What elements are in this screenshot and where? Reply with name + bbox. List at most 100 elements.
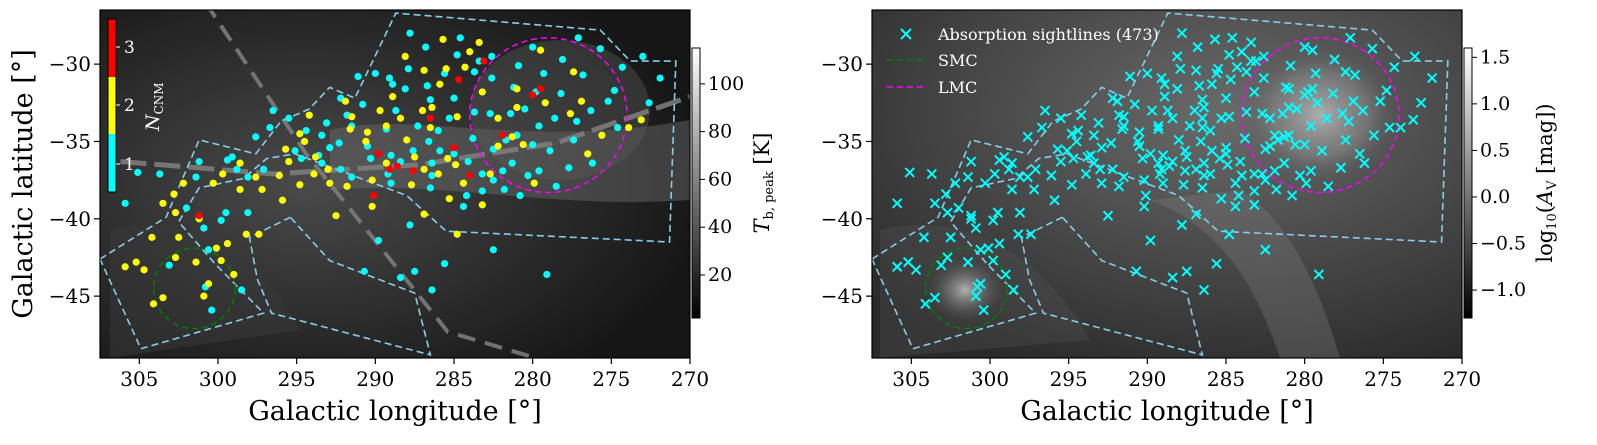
left-x-tick-label: 280 bbox=[514, 367, 552, 391]
sightline-marker-n-cnm-2 bbox=[442, 65, 450, 73]
absorption-sightline-x-marker bbox=[983, 242, 994, 254]
sightline-marker-n-cnm-3 bbox=[450, 144, 458, 152]
absorption-sightline-x-marker bbox=[1022, 171, 1033, 183]
sightline-marker-n-cnm-3 bbox=[426, 114, 434, 122]
sightline-marker-n-cnm-1 bbox=[426, 184, 434, 192]
right-y-ticks: −30 −35 −40 −45 bbox=[821, 52, 872, 308]
absorption-sightline-x-marker bbox=[1072, 125, 1084, 136]
absorption-sightline-x-marker bbox=[910, 264, 922, 276]
sightline-marker-n-cnm-1 bbox=[360, 267, 368, 275]
sightline-marker-n-cnm-1 bbox=[469, 134, 477, 142]
absorption-sightline-x-marker bbox=[1030, 164, 1041, 175]
absorption-sightline-x-marker bbox=[1249, 168, 1260, 180]
left-colorbar-tick-label: 60 bbox=[708, 168, 732, 190]
sightline-marker-n-cnm-1 bbox=[401, 85, 409, 93]
sightline-marker-n-cnm-1 bbox=[604, 97, 612, 105]
absorption-sightline-x-marker bbox=[1260, 174, 1271, 186]
absorption-sightline-x-marker bbox=[1323, 181, 1334, 192]
sightline-marker-n-cnm-1 bbox=[428, 159, 436, 167]
absorption-sightline-x-marker bbox=[1159, 79, 1170, 90]
sightline-marker-n-cnm-1 bbox=[610, 86, 619, 95]
left-colorbar-tick-label: 40 bbox=[708, 216, 732, 238]
right-panel: 305 300 295 290 285 280 275 270 −30 −35 −40 −45 Ga… bbox=[821, 9, 1560, 427]
absorption-sightline-x-marker bbox=[1389, 62, 1400, 73]
right-smc-circle bbox=[924, 247, 1009, 330]
absorption-sightline-x-marker bbox=[1368, 130, 1380, 141]
sightline-marker-n-cnm-1 bbox=[551, 114, 559, 122]
absorption-sightline-x-marker bbox=[929, 292, 941, 303]
absorption-sightline-x-marker bbox=[1337, 108, 1348, 119]
absorption-sightline-x-marker bbox=[1190, 65, 1202, 76]
sightline-marker-n-cnm-1 bbox=[165, 261, 173, 269]
sightline-marker-n-cnm-1 bbox=[387, 151, 395, 159]
sightline-marker-n-cnm-2 bbox=[494, 114, 502, 122]
right-colorbar-tick-label: 1.5 bbox=[1480, 46, 1510, 68]
absorption-sightline-x-marker bbox=[1134, 126, 1145, 138]
absorption-sightline-x-marker bbox=[994, 154, 1005, 166]
sightline-marker-n-cnm-2 bbox=[341, 97, 350, 105]
absorption-sightline-x-marker bbox=[1285, 60, 1296, 71]
sightline-marker-n-cnm-2 bbox=[376, 106, 384, 115]
sightline-marker-n-cnm-2 bbox=[420, 66, 428, 74]
sightline-marker-n-cnm-1 bbox=[244, 209, 252, 217]
sightline-marker-n-cnm-1 bbox=[535, 167, 543, 175]
sightline-marker-n-cnm-1 bbox=[543, 270, 551, 279]
sightline-marker-n-cnm-1 bbox=[233, 165, 241, 173]
absorption-sightline-x-marker bbox=[1025, 229, 1037, 240]
absorption-sightline-x-marker bbox=[1220, 92, 1232, 104]
sightline-marker-n-cnm-2 bbox=[577, 97, 586, 105]
absorption-sightline-x-marker bbox=[1214, 153, 1225, 164]
absorption-sightline-x-marker bbox=[1250, 55, 1262, 67]
absorption-sightline-x-marker bbox=[1159, 91, 1170, 102]
absorption-sightline-x-marker bbox=[1131, 266, 1142, 277]
absorption-sightline-x-marker bbox=[1179, 165, 1191, 177]
absorption-sightline-x-marker bbox=[962, 171, 974, 183]
ncnm-colorbar-label: NCNM bbox=[142, 82, 166, 132]
sightline-marker-n-cnm-1 bbox=[200, 224, 208, 232]
right-colorbar-tick-label: −1.0 bbox=[1480, 279, 1526, 301]
sightline-marker-n-cnm-1 bbox=[434, 127, 442, 135]
sightline-marker-n-cnm-1 bbox=[488, 52, 496, 61]
sightline-marker-n-cnm-1 bbox=[459, 202, 468, 211]
sightline-marker-n-cnm-2 bbox=[418, 106, 427, 115]
sightline-marker-n-cnm-1 bbox=[558, 55, 567, 64]
absorption-sightline-x-marker bbox=[1205, 125, 1216, 136]
sightline-marker-n-cnm-1 bbox=[450, 150, 458, 158]
sightline-marker-n-cnm-2 bbox=[407, 181, 416, 189]
sightline-marker-n-cnm-2 bbox=[236, 185, 244, 194]
sightline-marker-n-cnm-1 bbox=[579, 71, 587, 79]
sightline-marker-n-cnm-2 bbox=[348, 113, 356, 121]
right-x-tick-label: 300 bbox=[971, 367, 1009, 391]
absorption-sightline-x-marker bbox=[1116, 123, 1128, 135]
sightline-marker-n-cnm-1 bbox=[404, 65, 412, 73]
left-lmc-circle bbox=[468, 37, 628, 194]
absorption-sightline-x-marker bbox=[994, 238, 1005, 249]
sightline-marker-n-cnm-1 bbox=[516, 192, 524, 200]
absorption-sightline-x-marker bbox=[965, 210, 977, 221]
sightline-marker-n-cnm-1 bbox=[318, 131, 326, 139]
absorption-sightline-x-marker bbox=[1124, 71, 1136, 82]
sightline-marker-n-cnm-1 bbox=[462, 192, 471, 200]
sightline-marker-n-cnm-2 bbox=[258, 185, 266, 194]
absorption-sightline-x-marker bbox=[1198, 102, 1210, 113]
left-footprint-outline bbox=[100, 12, 677, 350]
absorption-sightline-x-marker bbox=[1028, 184, 1040, 195]
sightline-marker-n-cnm-1 bbox=[552, 182, 560, 190]
sightline-marker-n-cnm-1 bbox=[489, 246, 497, 254]
absorption-sightline-x-marker bbox=[1426, 72, 1438, 84]
absorption-sightline-x-marker bbox=[989, 168, 1000, 180]
sightline-marker-n-cnm-2 bbox=[282, 145, 290, 153]
left-colorbar-tick-label: 100 bbox=[708, 73, 744, 95]
absorption-sightline-x-marker bbox=[1357, 105, 1369, 116]
sightline-marker-n-cnm-1 bbox=[121, 199, 129, 207]
absorption-sightline-x-marker bbox=[1249, 185, 1260, 197]
sightline-marker-n-cnm-2 bbox=[362, 137, 370, 146]
absorption-sightline-x-marker bbox=[1264, 140, 1276, 152]
sightline-marker-n-cnm-1 bbox=[456, 34, 464, 42]
right-colorbar-label: log10(AV [mag]) bbox=[1533, 103, 1560, 262]
sightline-marker-n-cnm-2 bbox=[346, 125, 354, 133]
absorption-sightline-x-marker bbox=[1014, 171, 1026, 183]
sightline-marker-n-cnm-2 bbox=[436, 80, 444, 88]
sightline-marker-n-cnm-1 bbox=[425, 137, 433, 146]
sightline-marker-n-cnm-1 bbox=[656, 74, 664, 82]
